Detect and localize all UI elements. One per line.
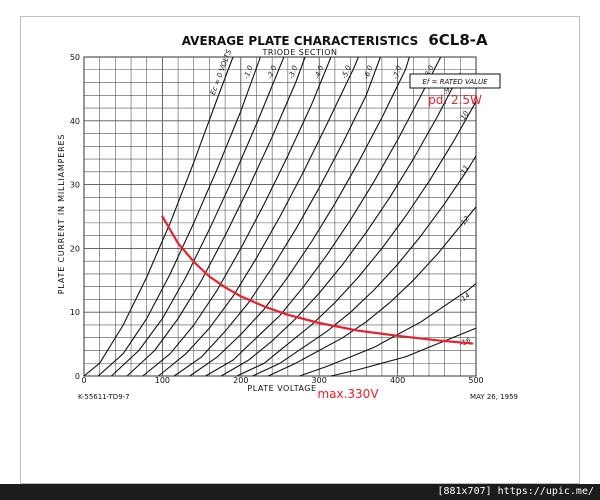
screenshot-frame xyxy=(20,16,580,484)
pd-annotation: pd. 2.5W xyxy=(428,93,482,107)
x-tick-label: 200 xyxy=(233,376,248,385)
grid-bias-curve xyxy=(205,56,442,377)
image-host-footer: [881x707] https://upic.me/ xyxy=(0,484,600,500)
max-voltage-annotation: max.330V xyxy=(317,387,379,401)
legend-box-text: Ef = RATED VALUE xyxy=(422,78,488,86)
tube-type: 6CL8-A xyxy=(428,31,488,49)
grid-bias-curve xyxy=(142,56,332,377)
chart-grid xyxy=(83,56,477,377)
grid-bias-curve xyxy=(126,56,306,377)
plot-area xyxy=(83,56,477,377)
grid-bias-curve xyxy=(236,101,477,377)
drawing-code: K-55611-TD9-7 xyxy=(78,393,130,401)
x-tick-label: 500 xyxy=(468,376,483,385)
grid-bias-curve xyxy=(220,72,461,377)
grid-bias-curve xyxy=(158,56,359,377)
chart-ticks: 0 100 200 300 400 500 0 10 20 30 40 50 xyxy=(70,53,484,385)
x-tick-label: 100 xyxy=(155,376,170,385)
chart-title: AVERAGE PLATE CHARACTERISTICS xyxy=(182,34,419,48)
y-axis-label: PLATE CURRENT IN MILLIAMPERES xyxy=(57,134,66,294)
drawing-date: MAY 26, 1959 xyxy=(470,393,518,401)
legend-box xyxy=(409,73,501,89)
y-tick-label: 30 xyxy=(70,181,80,190)
grid-bias-curve xyxy=(173,56,381,377)
grid-bias-curve xyxy=(83,56,234,377)
x-tick-label: 0 xyxy=(81,376,86,385)
grid-bias-curve xyxy=(330,327,477,377)
grid-bias-label: -7.0 xyxy=(392,64,404,80)
grid-bias-curve xyxy=(267,206,477,377)
grid-bias-curve xyxy=(299,283,477,377)
grid-bias-curve xyxy=(111,56,285,377)
y-tick-label: 20 xyxy=(70,244,80,253)
y-tick-label: 0 xyxy=(75,372,80,381)
grid-bias-curve xyxy=(189,56,410,377)
grid-bias-curve xyxy=(252,155,477,377)
x-axis-label: PLATE VOLTAGE xyxy=(247,384,316,393)
y-tick-label: 40 xyxy=(70,117,80,126)
footer-text: [881x707] https://upic.me/ xyxy=(437,486,594,497)
chart-overlay xyxy=(161,215,474,345)
x-tick-label: 400 xyxy=(390,376,405,385)
chart-subtitle: TRIODE SECTION xyxy=(261,48,337,57)
y-tick-label: 10 xyxy=(70,308,80,317)
x-tick-label: 300 xyxy=(312,376,327,385)
plate-dissipation-curve xyxy=(161,215,474,345)
y-tick-label: 50 xyxy=(70,53,80,62)
